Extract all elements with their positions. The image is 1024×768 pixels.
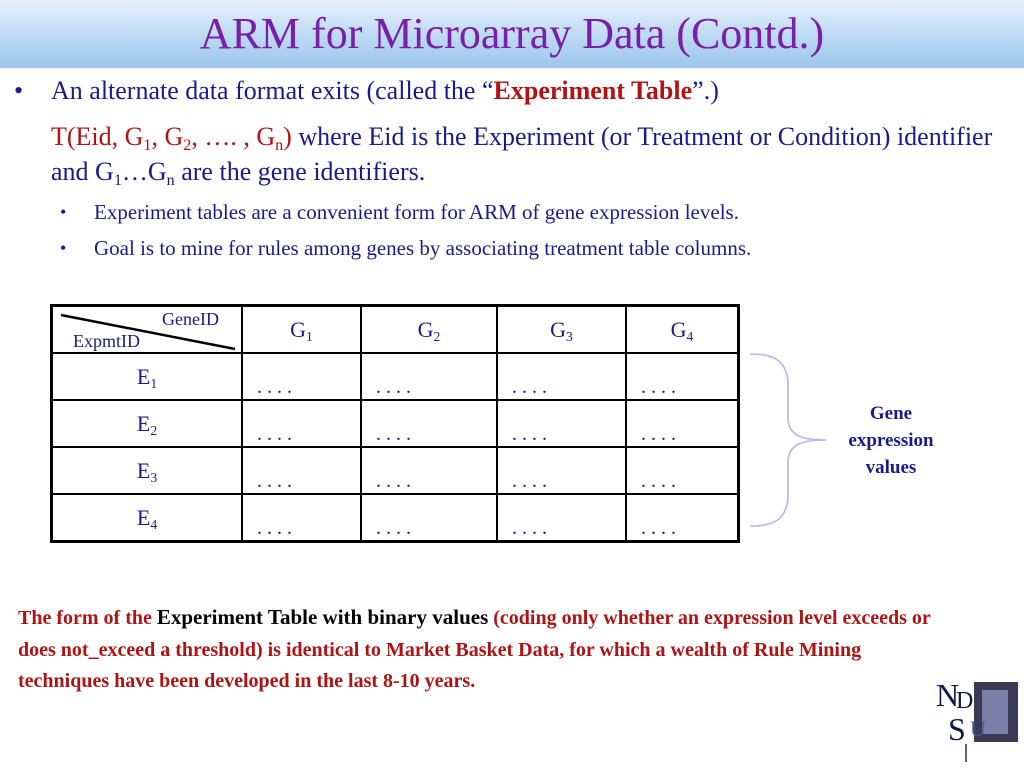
logo-letter: N [936,677,959,713]
table-cell: . . . . [360,399,498,448]
table-cell: . . . . [241,352,362,401]
table-cell: . . . . [625,352,740,401]
table-cell: . . . . [360,352,498,401]
table-cell: . . . . [625,446,740,495]
column-header-g3: G3 [496,304,627,354]
logo-letter: D [956,688,973,714]
corner-expmtid-label: ExpmtID [73,331,140,351]
table-cell: . . . . [496,399,627,448]
row-header-e2: E2 [50,399,243,448]
table-cell: . . . . [241,399,362,448]
table-definition-text: T(Eid, G1, G2, …. , Gn) where Eid is the… [51,122,993,189]
row-header-e1: E1 [50,352,243,401]
logo-letter: S [948,711,966,747]
bullet-dot: • [60,238,67,258]
table-cell: . . . . [241,493,362,543]
binary-values-note: The form of the Experiment Table with bi… [18,605,931,692]
table-cell: . . . . [360,446,498,495]
table-corner-cell: GeneID ExpmtID [50,304,243,354]
logo-letter: U [970,716,986,741]
table-formula: T(Eid, G1, G2, …. , Gn) [51,122,292,154]
row-header-e4: E4 [50,493,243,543]
bullet-dot: • [14,76,24,105]
row-header-e3: E3 [50,446,243,495]
ndsu-logo: N D S U [936,677,1018,762]
experiment-table-term: Experiment Table [493,76,693,105]
column-header-g1: G1 [241,304,362,354]
corner-geneid-label: GeneID [162,309,219,329]
column-header-g2: G2 [360,304,498,354]
table-cell: . . . . [625,399,740,448]
table-row-e2: E2 . . . . . . . . . . . . . . . . [50,399,740,448]
table-cell: . . . . [625,493,740,543]
table-cell: . . . . [496,493,627,543]
table-cell: . . . . [360,493,498,543]
bullet-dot: • [60,202,67,222]
experiment-table: GeneID ExpmtID G1 G2 G3 G4 E1 . . . . . … [50,304,740,543]
bullet-text: An alternate data format exits (called t… [51,76,719,105]
column-header-g4: G4 [625,304,740,354]
corner-diagonal-line [60,313,236,351]
table-row-e1: E1 . . . . . . . . . . . . . . . . [50,352,740,401]
binary-values-term: Experiment Table with binary values [156,605,489,629]
table-cell: . . . . [496,446,627,495]
table-cell: . . . . [496,352,627,401]
table-row-e3: E3 . . . . . . . . . . . . . . . . [50,446,740,495]
slide-title: ARM for Microarray Data (Contd.) [199,9,825,58]
table-cell: . . . . [241,446,362,495]
table-row-e4: E4 . . . . . . . . . . . . . . . . [50,493,740,543]
title-bar [0,0,1024,68]
table-header-row: GeneID ExpmtID G1 G2 G3 G4 [50,304,740,354]
curly-brace [749,353,827,527]
gene-expression-values-label: Gene expression values [848,403,934,478]
